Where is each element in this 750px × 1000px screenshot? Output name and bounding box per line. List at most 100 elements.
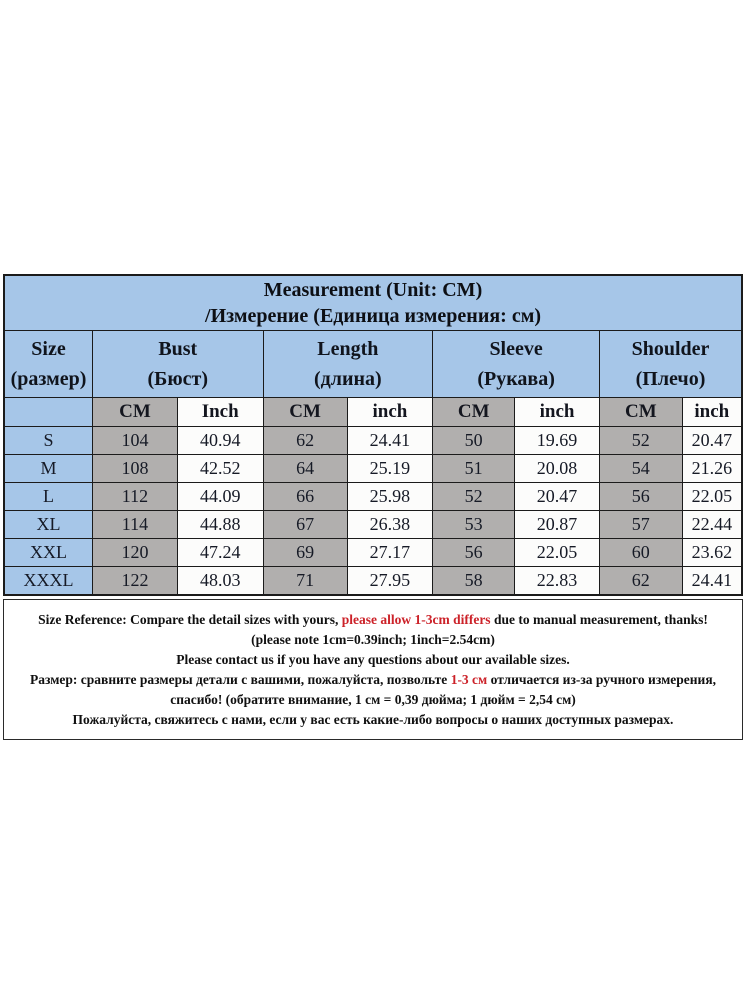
table-row-xxl: XXL 120 47.24 69 27.17 56 22.05 60 23.62 [3, 538, 743, 567]
size-cell: S [3, 426, 94, 455]
value-cell: 58 [432, 566, 516, 596]
unit-header-cm: CM [92, 397, 178, 427]
header-sleeve: Sleeve (Рукава) [432, 330, 600, 398]
value-cell: 66 [262, 482, 348, 511]
value-cell: 22.05 [514, 538, 600, 567]
note-line-contact-en: Please contact us if you have any questi… [176, 652, 570, 667]
header-shoulder-en: Shoulder [631, 338, 710, 360]
note-text: отличается из-за ручного измерения, [487, 672, 716, 687]
value-cell: 50 [432, 426, 516, 455]
note-highlight-red: please allow 1-3cm differs [341, 612, 491, 627]
value-cell: 120 [92, 538, 178, 567]
unit-header-empty [3, 397, 94, 427]
table-title: Measurement (Unit: CM) /Измерение (Едини… [3, 274, 743, 331]
size-cell: M [3, 454, 94, 483]
table-row-m: M 108 42.52 64 25.19 51 20.08 54 21.26 [3, 454, 743, 483]
value-cell: 24.41 [681, 566, 743, 596]
header-size: Size (размер) [3, 330, 94, 398]
unit-header-inch: inch [514, 397, 600, 427]
value-cell: 60 [598, 538, 683, 567]
header-bust-ru: (Бюст) [147, 368, 209, 390]
value-cell: 114 [92, 510, 178, 539]
note-line-size-reference-ru: Размер: сравните размеры детали с вашими… [8, 670, 738, 690]
value-cell: 108 [92, 454, 178, 483]
column-header-row: Size (размер) Bust (Бюст) Length (длина)… [3, 330, 743, 398]
value-cell: 64 [262, 454, 348, 483]
value-cell: 22.05 [681, 482, 743, 511]
note-highlight-red: 1-3 см [450, 672, 488, 687]
unit-header-row: CM Inch CM inch CM inch CM inch [3, 397, 743, 427]
value-cell: 27.95 [346, 566, 434, 596]
value-cell: 20.47 [681, 426, 743, 455]
header-sleeve-ru: (Рукава) [477, 368, 555, 390]
value-cell: 26.38 [346, 510, 434, 539]
value-cell: 69 [262, 538, 348, 567]
value-cell: 20.47 [514, 482, 600, 511]
table-title-en: Measurement (Unit: CM) [263, 279, 483, 301]
value-cell: 27.17 [346, 538, 434, 567]
value-cell: 56 [598, 482, 683, 511]
value-cell: 67 [262, 510, 348, 539]
value-cell: 40.94 [176, 426, 264, 455]
value-cell: 23.62 [681, 538, 743, 567]
unit-header-inch: inch [346, 397, 434, 427]
value-cell: 52 [598, 426, 683, 455]
header-shoulder: Shoulder (Плечо) [598, 330, 743, 398]
value-cell: 22.44 [681, 510, 743, 539]
title-row: Measurement (Unit: CM) /Измерение (Едини… [3, 274, 743, 331]
table-title-ru: /Измерение (Единица измерения: см) [205, 305, 541, 327]
value-cell: 20.08 [514, 454, 600, 483]
table-row-xl: XL 114 44.88 67 26.38 53 20.87 57 22.44 [3, 510, 743, 539]
size-cell: XL [3, 510, 94, 539]
header-bust-en: Bust [158, 338, 198, 360]
unit-header-inch: Inch [176, 397, 264, 427]
value-cell: 51 [432, 454, 516, 483]
header-length: Length (длина) [262, 330, 434, 398]
header-bust: Bust (Бюст) [92, 330, 264, 398]
value-cell: 42.52 [176, 454, 264, 483]
header-sleeve-en: Sleeve [489, 338, 543, 360]
value-cell: 20.87 [514, 510, 600, 539]
value-cell: 54 [598, 454, 683, 483]
table-row-l: L 112 44.09 66 25.98 52 20.47 56 22.05 [3, 482, 743, 511]
value-cell: 62 [262, 426, 348, 455]
size-chart-content: Measurement (Unit: CM) /Измерение (Едини… [3, 274, 743, 740]
header-length-ru: (длина) [314, 368, 382, 390]
note-line-conversion-ru: спасибо! (обратите внимание, 1 см = 0,39… [170, 692, 576, 707]
value-cell: 62 [598, 566, 683, 596]
note-line-contact-ru: Пожалуйста, свяжитесь с нами, если у вас… [72, 712, 674, 727]
value-cell: 19.69 [514, 426, 600, 455]
value-cell: 112 [92, 482, 178, 511]
unit-header-cm: CM [598, 397, 683, 427]
value-cell: 21.26 [681, 454, 743, 483]
value-cell: 22.83 [514, 566, 600, 596]
value-cell: 56 [432, 538, 516, 567]
unit-header-cm: CM [432, 397, 516, 427]
table-row-s: S 104 40.94 62 24.41 50 19.69 52 20.47 [3, 426, 743, 455]
value-cell: 104 [92, 426, 178, 455]
value-cell: 122 [92, 566, 178, 596]
value-cell: 53 [432, 510, 516, 539]
value-cell: 44.88 [176, 510, 264, 539]
value-cell: 25.98 [346, 482, 434, 511]
value-cell: 71 [262, 566, 348, 596]
notes-box: Size Reference: Compare the detail sizes… [3, 599, 743, 740]
unit-header-inch: inch [681, 397, 743, 427]
value-cell: 25.19 [346, 454, 434, 483]
size-chart-table: Measurement (Unit: CM) /Измерение (Едини… [3, 274, 743, 596]
value-cell: 52 [432, 482, 516, 511]
value-cell: 48.03 [176, 566, 264, 596]
unit-header-cm: CM [262, 397, 348, 427]
note-line-size-reference: Size Reference: Compare the detail sizes… [8, 610, 738, 630]
size-cell: L [3, 482, 94, 511]
note-text: Размер: сравните размеры детали с вашими… [30, 672, 451, 687]
table-row-xxxl: XXXL 122 48.03 71 27.95 58 22.83 62 24.4… [3, 566, 743, 596]
size-cell: XXXL [3, 566, 94, 596]
header-size-ru: (размер) [10, 368, 87, 390]
header-shoulder-ru: (Плечо) [635, 368, 706, 390]
header-length-en: Length [317, 338, 379, 360]
value-cell: 57 [598, 510, 683, 539]
note-text: Size Reference: Compare the detail sizes… [38, 612, 342, 627]
size-cell: XXL [3, 538, 94, 567]
